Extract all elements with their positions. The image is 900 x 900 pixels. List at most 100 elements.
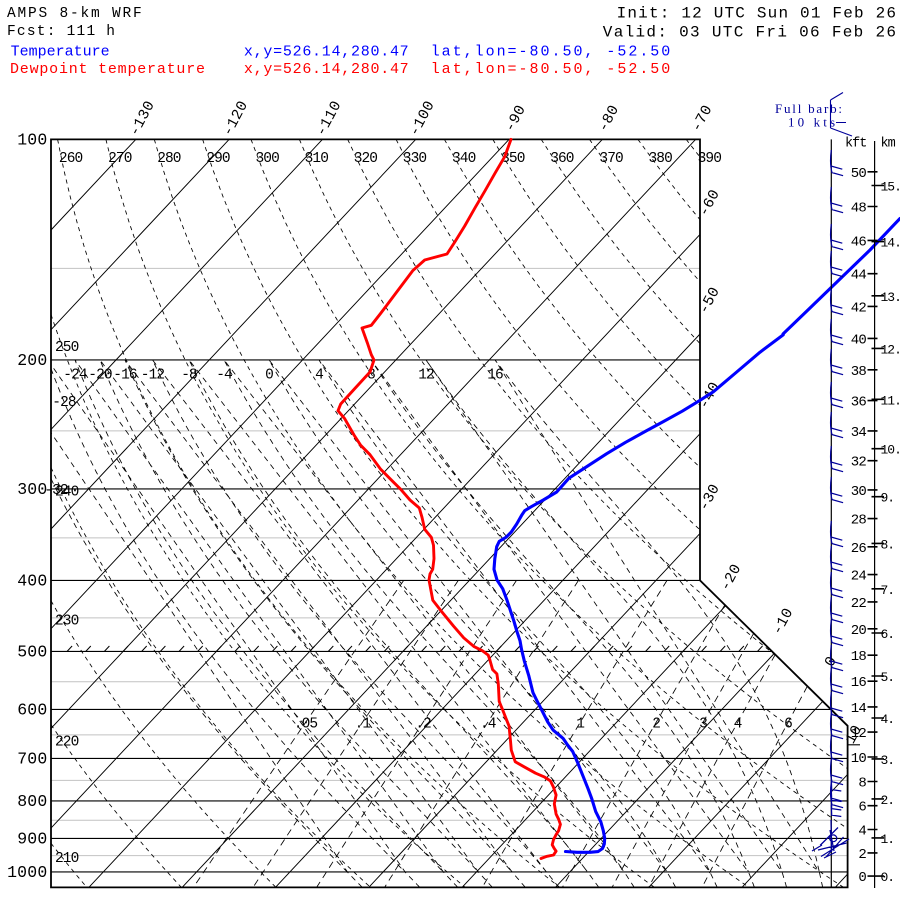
svg-text:34: 34: [851, 425, 867, 441]
svg-text:300: 300: [255, 151, 279, 167]
svg-text:-100: -100: [406, 98, 439, 139]
svg-text:24: 24: [851, 569, 867, 585]
svg-text:9.: 9.: [881, 491, 895, 506]
svg-text:15.: 15.: [881, 180, 900, 195]
svg-text:10: 10: [842, 722, 866, 747]
svg-text:260: 260: [59, 151, 83, 167]
svg-text:4: 4: [315, 368, 323, 384]
svg-text:500: 500: [17, 642, 47, 661]
svg-text:22: 22: [851, 596, 867, 612]
svg-text:Dewpoint temperature: Dewpoint temperature: [10, 61, 205, 78]
svg-text:6: 6: [784, 717, 792, 733]
svg-text:44: 44: [851, 268, 867, 284]
svg-text:.2: .2: [415, 717, 431, 733]
svg-text:3: 3: [699, 717, 707, 733]
svg-text:300: 300: [17, 480, 47, 499]
svg-text:Valid: 03 UTC Fri 06 Feb 26: Valid: 03 UTC Fri 06 Feb 26: [603, 24, 896, 42]
svg-text:.1: .1: [355, 717, 371, 733]
svg-text:6.: 6.: [881, 627, 895, 642]
svg-text:370: 370: [599, 151, 623, 167]
svg-text:-12: -12: [141, 368, 165, 384]
svg-text:11.: 11.: [881, 393, 900, 408]
svg-text:30: 30: [851, 484, 867, 500]
svg-text:16: 16: [851, 675, 867, 691]
svg-text:12: 12: [851, 726, 867, 742]
svg-text:7.: 7.: [881, 583, 895, 598]
svg-text:210: 210: [55, 851, 79, 867]
svg-text:1.: 1.: [881, 832, 895, 847]
svg-text:400: 400: [17, 571, 47, 590]
svg-text:50: 50: [851, 166, 867, 182]
svg-text:13.: 13.: [881, 290, 900, 305]
svg-text:340: 340: [452, 151, 476, 167]
svg-text:230: 230: [55, 614, 79, 630]
svg-text:390: 390: [698, 151, 722, 167]
svg-text:700: 700: [17, 749, 47, 768]
svg-text:26: 26: [851, 541, 867, 557]
svg-text:46: 46: [851, 234, 867, 250]
svg-text:10 kts: 10 kts: [788, 115, 835, 130]
svg-text:380: 380: [648, 151, 672, 167]
svg-text:800: 800: [17, 792, 47, 811]
svg-text:12: 12: [418, 368, 434, 384]
svg-text:kft: kft: [845, 137, 866, 152]
svg-text:320: 320: [354, 151, 378, 167]
svg-text:250: 250: [55, 340, 79, 356]
svg-text:14: 14: [851, 701, 867, 717]
svg-text:-28: -28: [52, 395, 76, 411]
svg-text:3.: 3.: [881, 753, 895, 768]
svg-text:Full barb:: Full barb:: [775, 101, 842, 116]
svg-text:0: 0: [858, 870, 866, 886]
svg-text:.4: .4: [480, 717, 496, 733]
svg-text:900: 900: [17, 829, 47, 848]
svg-text:-130: -130: [126, 98, 159, 139]
svg-text:-20: -20: [717, 561, 745, 594]
svg-text:-20: -20: [88, 368, 112, 384]
svg-text:-110: -110: [313, 98, 346, 139]
svg-text:Temperature: Temperature: [11, 44, 110, 61]
svg-text:4.: 4.: [881, 712, 895, 727]
svg-text:2: 2: [652, 717, 660, 733]
svg-text:x,y=526.14,280.47: x,y=526.14,280.47: [244, 61, 409, 78]
svg-text:km: km: [881, 137, 896, 152]
svg-text:48: 48: [851, 201, 867, 217]
svg-text:600: 600: [17, 700, 47, 719]
svg-text:.05: .05: [294, 717, 318, 733]
svg-text:6: 6: [858, 800, 866, 816]
svg-text:270: 270: [108, 151, 132, 167]
svg-text:1: 1: [576, 717, 584, 733]
svg-text:36: 36: [851, 395, 867, 411]
svg-text:-10: -10: [769, 605, 797, 638]
svg-text:220: 220: [55, 735, 79, 751]
svg-text:0.: 0.: [881, 870, 895, 885]
svg-text:12.: 12.: [881, 342, 900, 357]
svg-text:200: 200: [17, 351, 47, 370]
svg-text:AMPS 8-km WRF: AMPS 8-km WRF: [7, 6, 142, 22]
svg-text:lat,lon=-80.50, -52.50: lat,lon=-80.50, -52.50: [431, 44, 671, 61]
svg-text:-120: -120: [220, 98, 253, 139]
svg-text:38: 38: [851, 364, 867, 380]
svg-text:290: 290: [206, 151, 230, 167]
svg-text:360: 360: [550, 151, 574, 167]
svg-text:280: 280: [157, 151, 181, 167]
svg-text:10: 10: [851, 751, 867, 767]
svg-text:8: 8: [367, 368, 375, 384]
svg-text:28: 28: [851, 513, 867, 529]
svg-text:310: 310: [305, 151, 329, 167]
svg-text:330: 330: [403, 151, 427, 167]
svg-text:-90: -90: [502, 102, 530, 135]
svg-text:16: 16: [487, 368, 503, 384]
svg-text:-24: -24: [63, 368, 87, 384]
svg-text:-80: -80: [595, 102, 623, 135]
svg-text:x,y=526.14,280.47: x,y=526.14,280.47: [244, 44, 409, 61]
svg-text:20: 20: [851, 623, 867, 639]
svg-text:5.: 5.: [881, 670, 895, 685]
svg-text:2: 2: [858, 847, 866, 863]
svg-text:0: 0: [265, 368, 273, 384]
svg-text:Fcst: 111 h: Fcst: 111 h: [7, 24, 115, 40]
svg-text:32: 32: [851, 455, 867, 471]
svg-text:-8: -8: [181, 368, 197, 384]
svg-text:240: 240: [55, 485, 79, 501]
svg-text:350: 350: [501, 151, 525, 167]
svg-text:-16: -16: [113, 368, 137, 384]
